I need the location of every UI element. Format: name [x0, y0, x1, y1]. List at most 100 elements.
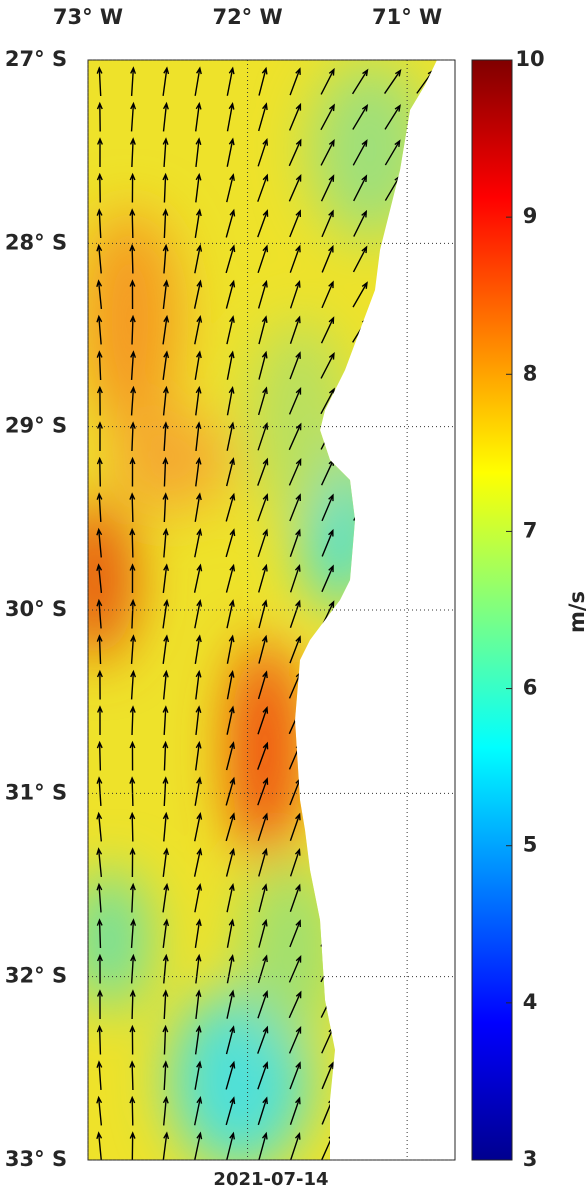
arrow: [321, 493, 334, 522]
arrow: [257, 244, 269, 274]
arrow: [193, 279, 203, 309]
arrow: [226, 599, 235, 629]
arrow: [415, 743, 435, 769]
arrow: [225, 208, 236, 238]
arrow: [195, 669, 202, 700]
arrow: [193, 847, 203, 877]
arrow: [258, 847, 268, 877]
arrow: [195, 172, 202, 203]
arrow: [225, 1060, 236, 1090]
lat-label: 28° S: [5, 230, 67, 254]
arrow: [162, 208, 169, 239]
arrow: [129, 456, 136, 487]
arrow: [352, 387, 369, 414]
arrow: [162, 882, 170, 913]
arrow: [352, 849, 369, 876]
arrow: [96, 847, 103, 878]
arrow: [384, 352, 402, 378]
arrow: [353, 1026, 368, 1054]
arrow: [352, 565, 368, 592]
arrow: [130, 953, 137, 984]
arrow: [353, 174, 368, 202]
arrow: [225, 1131, 236, 1160]
arrow: [416, 388, 434, 414]
arrow: [416, 885, 435, 911]
arrow: [383, 282, 402, 307]
arrow: [384, 778, 402, 805]
colorbar-tick-label: 7: [523, 518, 538, 542]
arrow: [257, 137, 269, 167]
arrow: [129, 776, 136, 807]
arrow: [129, 279, 136, 310]
arrow: [289, 599, 301, 628]
arrow: [352, 813, 368, 841]
arrow: [257, 1025, 269, 1054]
arrow: [226, 173, 235, 203]
colorbar-tick-label: 4: [523, 990, 538, 1014]
arrow: [416, 104, 434, 130]
arrow: [415, 531, 436, 555]
arrow: [258, 102, 268, 132]
arrow: [289, 1061, 301, 1090]
colorbar-tick-label: 10: [515, 47, 544, 71]
arrow: [415, 601, 435, 627]
date: 2021-07-14: [213, 1169, 328, 1188]
arrow: [162, 314, 170, 345]
arrow: [383, 814, 402, 840]
lon-label: 71° W: [372, 5, 442, 29]
lat-label: 33° S: [5, 1147, 67, 1171]
lat-label: 29° S: [5, 414, 67, 438]
arrow: [415, 1134, 435, 1159]
arrow: [352, 920, 369, 947]
arrow: [415, 566, 436, 591]
arrow: [288, 990, 302, 1019]
arrow: [129, 421, 136, 452]
arrow: [320, 706, 335, 734]
arrow: [225, 563, 236, 593]
arrow: [416, 353, 435, 378]
arrow: [226, 953, 235, 984]
arrow: [257, 1096, 268, 1126]
arrow: [226, 989, 235, 1019]
arrow: [226, 137, 235, 167]
arrow: [226, 705, 235, 735]
arrow: [384, 672, 401, 698]
arrow: [96, 598, 103, 629]
arrow: [96, 456, 103, 487]
arrow: [194, 1060, 202, 1090]
arrow: [225, 1025, 236, 1055]
arrow: [96, 563, 103, 594]
arrow: [96, 385, 103, 416]
arrow: [289, 848, 301, 877]
arrow: [129, 811, 136, 842]
arrow: [162, 1095, 169, 1126]
arrow: [351, 352, 369, 379]
arrow: [384, 1026, 401, 1053]
arrow: [416, 708, 435, 733]
arrow: [225, 1096, 236, 1126]
arrow: [321, 528, 334, 557]
arrow: [130, 918, 137, 949]
arrow: [194, 1024, 202, 1055]
arrow: [415, 459, 435, 485]
arrow: [257, 528, 269, 558]
arrow: [258, 634, 268, 664]
arrow: [289, 1096, 301, 1125]
arrow: [288, 1025, 302, 1054]
arrow: [384, 636, 402, 663]
arrow: [96, 989, 103, 1020]
arrow: [129, 989, 136, 1020]
arrow: [195, 456, 202, 487]
arrow: [289, 209, 302, 238]
colorbar-tick-label: 9: [523, 204, 538, 228]
arrow: [384, 68, 402, 94]
colorbar-tick-label: 3: [523, 1147, 538, 1171]
arrow: [129, 208, 136, 239]
arrow: [96, 918, 103, 949]
lat-label: 30° S: [5, 597, 67, 621]
arrow: [130, 385, 137, 416]
arrow: [96, 208, 103, 239]
arrow: [225, 776, 236, 806]
arrow: [383, 566, 402, 591]
